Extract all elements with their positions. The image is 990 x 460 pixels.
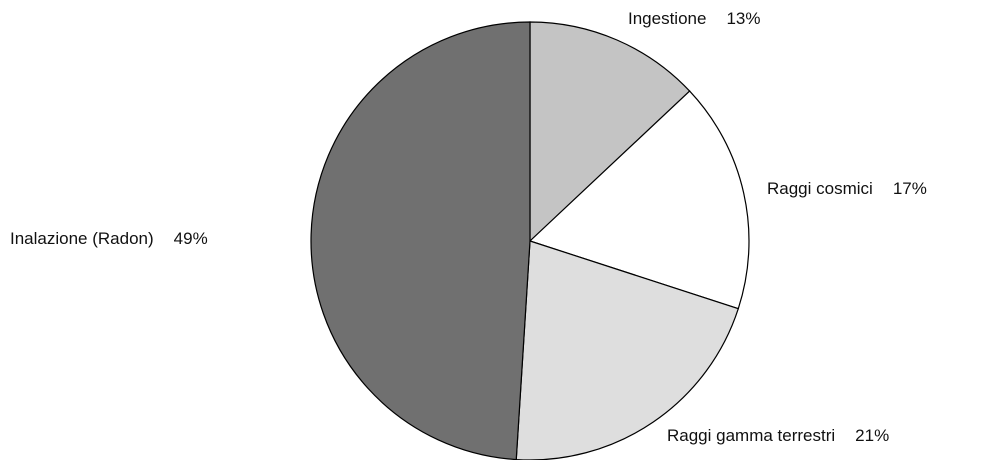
value-label: 13% (726, 9, 760, 28)
pie-slice (310, 21, 531, 460)
category-label: Raggi cosmici (767, 179, 873, 198)
value-label: 17% (893, 179, 927, 198)
slice-label: Inalazione (Radon) 49% (10, 229, 208, 248)
slice-label: Raggi gamma terrestri 21% (667, 426, 889, 445)
category-label: Ingestione (628, 9, 706, 28)
slice-label: Ingestione 13% (628, 9, 760, 28)
pie-slice (529, 21, 691, 243)
slice-label: Raggi cosmici 17% (767, 179, 927, 198)
value-label: 49% (174, 229, 208, 248)
value-label: 21% (855, 426, 889, 445)
pie-slice (515, 240, 740, 460)
category-label: Raggi gamma terrestri (667, 426, 835, 445)
category-label: Inalazione (Radon) (10, 229, 154, 248)
pie-slice (528, 90, 750, 310)
